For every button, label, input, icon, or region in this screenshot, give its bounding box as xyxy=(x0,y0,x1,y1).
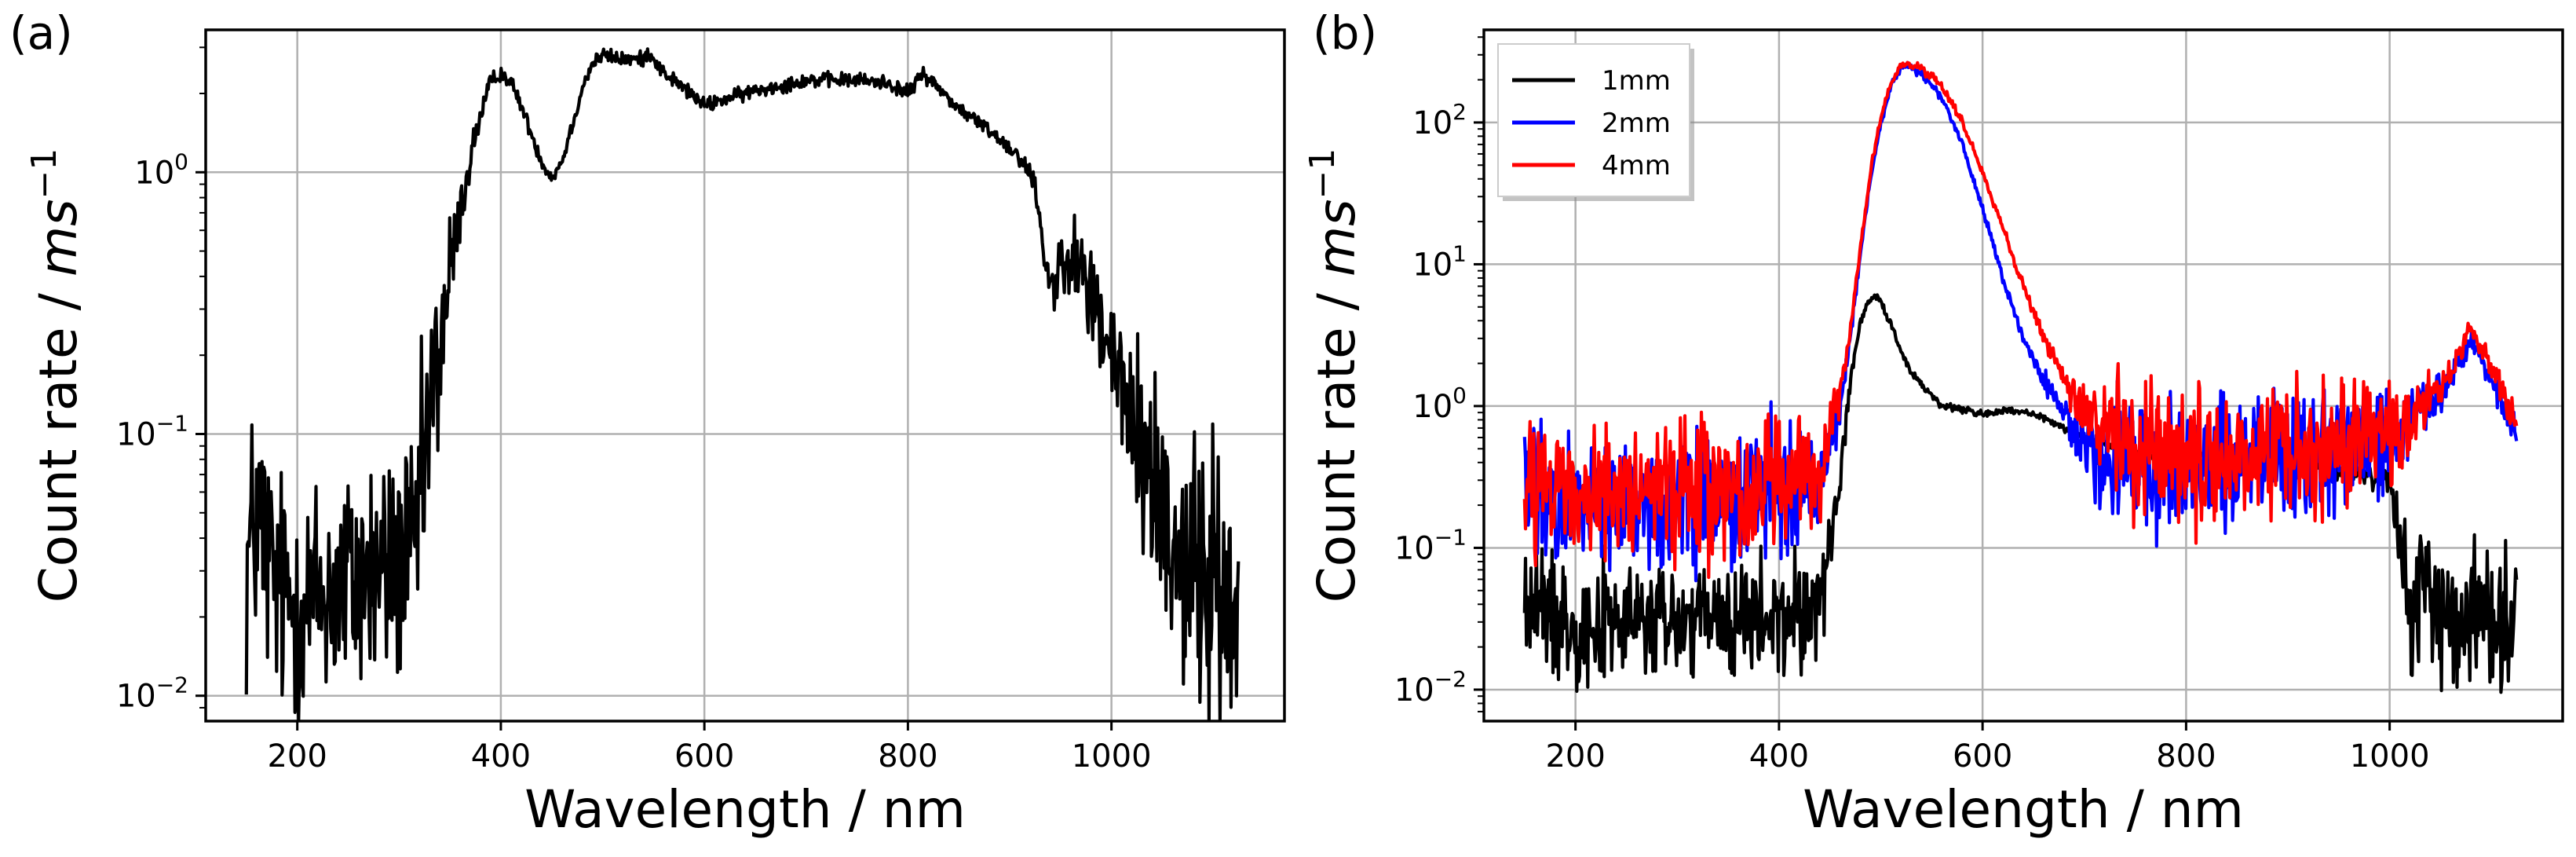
x-tick-label: 200 xyxy=(1545,738,1605,775)
series-line-4mm xyxy=(1522,60,2519,580)
y-axis-label-text: Count rate / xyxy=(1306,277,1367,602)
y-tick-label: 10−2 xyxy=(116,672,188,715)
legend-label: 1mm xyxy=(1602,65,1671,97)
y-axis-label: Count rate / ms−1 xyxy=(1303,148,1367,603)
x-tick-label: 600 xyxy=(674,738,734,775)
panel-b: 200 400 600 800 100010−210−1100101102Wavelen… xyxy=(1303,6,2564,840)
y-tick-base: 10 xyxy=(116,416,156,452)
x-tick-label: 400 xyxy=(471,738,531,775)
y-tick-base: 10 xyxy=(116,679,156,715)
y-tick-label: 100 xyxy=(134,148,188,191)
x-tick-label: 1000 xyxy=(1072,738,1152,775)
x-tick-label: 800 xyxy=(2156,738,2216,775)
y-tick-base: 10 xyxy=(1394,672,1434,709)
y-tick-label: 102 xyxy=(1412,99,1467,141)
y-tick-exponent: −2 xyxy=(1434,666,1467,692)
y-tick-base: 10 xyxy=(1412,389,1452,425)
y-tick-base: 10 xyxy=(1394,530,1434,566)
x-tick-label: 600 xyxy=(1953,738,2012,775)
y-tick-exponent: 0 xyxy=(1452,383,1467,408)
x-axis-label: Wavelength / nm xyxy=(1803,779,2244,840)
y-axis-label-text: Count rate / xyxy=(28,277,89,602)
x-tick-label: 800 xyxy=(878,738,937,775)
y-tick-base: 10 xyxy=(1412,105,1452,141)
y-tick-exponent: −2 xyxy=(156,672,188,698)
axes-frame xyxy=(1482,28,2564,723)
y-tick-exponent: 2 xyxy=(1452,99,1467,125)
series-line-spectrum xyxy=(244,47,1240,721)
y-tick-exponent: 0 xyxy=(174,148,188,174)
series-group xyxy=(1522,60,2519,694)
grid-lines xyxy=(206,30,1284,721)
x-tick-label: 200 xyxy=(267,738,327,775)
legend-box xyxy=(1497,43,1690,197)
y-tick-exponent: −1 xyxy=(1434,524,1467,550)
x-tick-label: 1000 xyxy=(2350,738,2430,775)
series-group xyxy=(244,47,1240,721)
y-axis-label-unit: ms xyxy=(1306,199,1367,277)
y-tick-label: 10−1 xyxy=(116,410,188,452)
y-tick-label: 100 xyxy=(1412,383,1467,425)
y-tick-base: 10 xyxy=(1412,247,1452,283)
y-tick-base: 10 xyxy=(134,155,174,191)
y-tick-label: 101 xyxy=(1412,240,1467,283)
y-axis-label: Count rate / ms−1 xyxy=(24,148,89,603)
y-axis-label-unit: ms xyxy=(28,199,89,277)
axes-frame xyxy=(204,28,1286,723)
y-tick-label: 10−2 xyxy=(1394,666,1467,709)
y-tick-exponent: −1 xyxy=(156,410,188,436)
y-tick-exponent: 1 xyxy=(1452,240,1467,266)
panel-label: (b) xyxy=(1313,6,1377,60)
legend-label: 4mm xyxy=(1602,150,1671,181)
y-axis-label-exponent: −1 xyxy=(1303,148,1343,200)
x-axis-label: Wavelength / nm xyxy=(524,779,966,840)
y-axis-label-exponent: −1 xyxy=(24,148,64,200)
x-tick-label: 400 xyxy=(1749,738,1809,775)
panel-label: (a) xyxy=(9,6,73,60)
legend-label: 2mm xyxy=(1602,108,1671,139)
y-tick-label: 10−1 xyxy=(1394,524,1467,566)
